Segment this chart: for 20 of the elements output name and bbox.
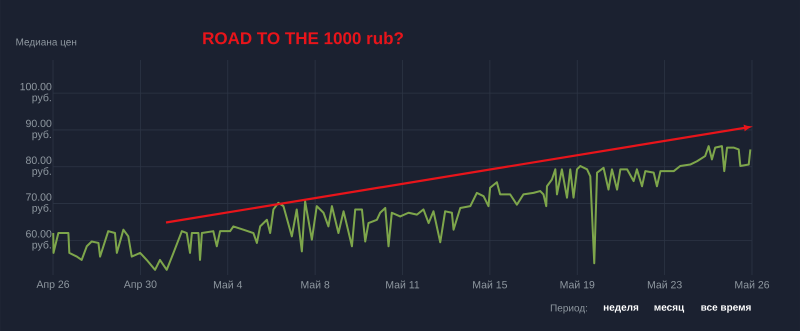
x-tick-label: Апр 30 (124, 280, 157, 290)
x-tick-label: Май 11 (386, 280, 420, 288)
text: месяц (654, 305, 684, 313)
y-tick-label: 70.00 руб. (26, 193, 52, 214)
x-tick-label: Апр 26 (36, 280, 70, 290)
x-tick-label: Май 19 (560, 280, 594, 288)
chart-title: Медиана цен (16, 38, 76, 48)
text: Период: (550, 304, 588, 314)
text: все время (701, 305, 751, 313)
y-tick-label: 80.00 руб. (26, 156, 52, 178)
text: неделя (604, 305, 638, 313)
x-tick-label: Май 26 (735, 280, 770, 288)
x-tick-label: Май 4 (214, 280, 242, 288)
y-tick-label: 90.00 руб. (26, 120, 52, 140)
x-tick-label: Май 15 (473, 280, 508, 288)
y-tick-label: 60.00 руб. (26, 230, 52, 251)
x-tick-label: Май 23 (648, 280, 682, 288)
text: ROAD TO THE 1000 rub? (203, 32, 403, 44)
y-tick-label: 100.00 руб. (20, 82, 52, 104)
x-tick-label: Май 8 (301, 280, 330, 288)
